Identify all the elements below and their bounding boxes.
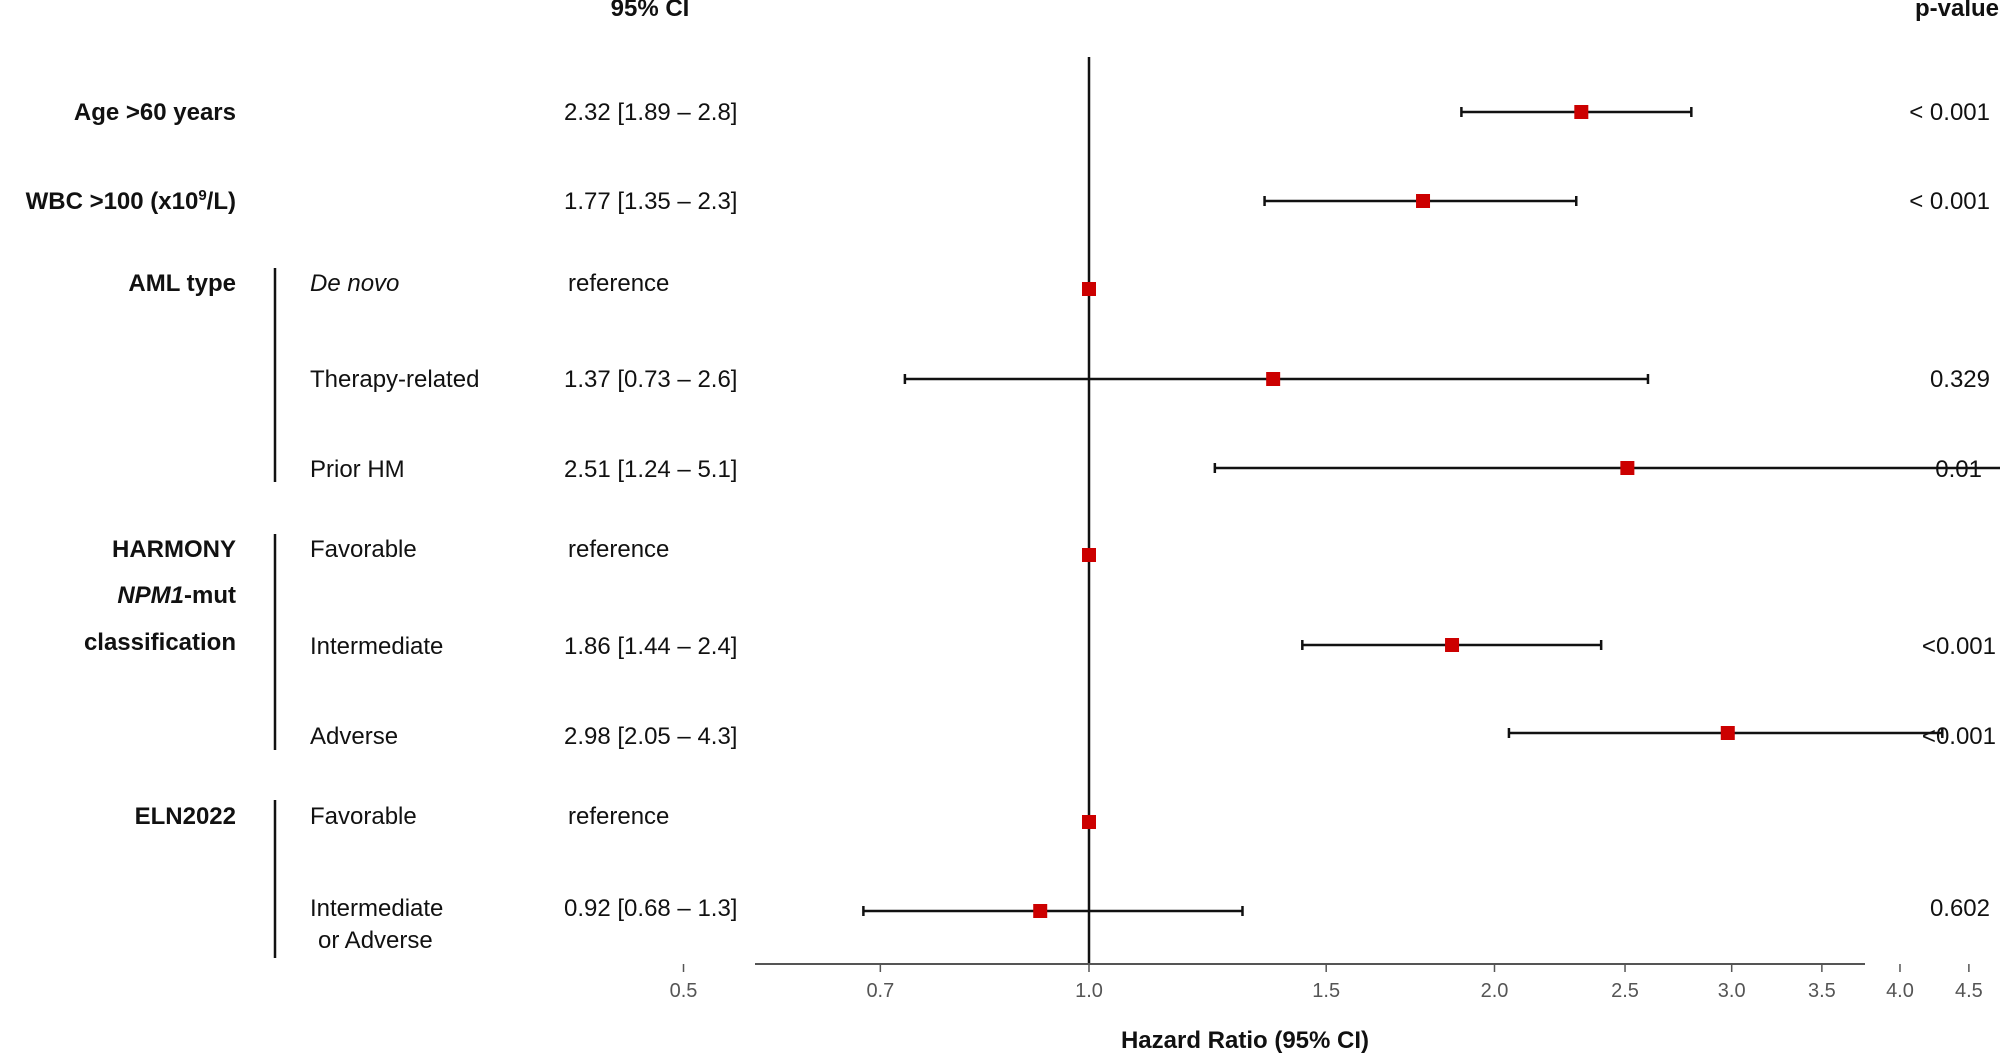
x-tick-label: 2.5: [1611, 980, 1639, 1002]
ci-text: 2.51 [1.24 – 5.1]: [564, 456, 737, 483]
x-tick-label: 3.5: [1808, 980, 1836, 1002]
ci-text: reference: [568, 803, 669, 830]
x-tick-label: 4.5: [1955, 980, 1983, 1002]
hr-point: [1620, 461, 1635, 475]
x-tick-label: 0.5: [670, 980, 698, 1002]
sub-label-eln-intermediate: Intermediate: [310, 895, 443, 922]
hr-point: [1082, 815, 1096, 829]
ci-text: 1.37 [0.73 – 2.6]: [564, 366, 737, 393]
group-label-harmony-npm1: NPM1-mut: [117, 582, 236, 609]
x-tick-label: 3.0: [1718, 980, 1746, 1002]
hr-point: [1266, 372, 1281, 386]
hr-point: [1416, 194, 1431, 208]
hr-point: [1033, 904, 1048, 918]
group-label-eln2022: ELN2022: [135, 803, 236, 830]
x-tick-label: 0.7: [866, 980, 894, 1002]
ci-text: 1.86 [1.44 – 2.4]: [564, 633, 737, 660]
ci-text: 2.98 [2.05 – 4.3]: [564, 723, 737, 750]
p-value: < 0.001: [1909, 188, 1990, 215]
sub-label-harmony-adverse: Adverse: [310, 723, 398, 750]
group-label-aml-type: AML type: [128, 270, 236, 297]
p-value: <0.001: [1922, 633, 1996, 660]
hr-point: [1082, 548, 1096, 562]
sub-label-harmony-favorable: Favorable: [310, 536, 417, 563]
ci-text: 0.92 [0.68 – 1.3]: [564, 895, 737, 922]
pvalue-header: p-value: [1915, 0, 1999, 22]
p-value: 0.329: [1930, 366, 1990, 393]
hr-point: [1720, 726, 1735, 740]
hr-point: [1082, 282, 1096, 296]
x-axis-title: Hazard Ratio (95% CI): [1121, 1027, 1369, 1054]
x-tick-label: 1.0: [1075, 980, 1103, 1002]
p-value: 0.01: [1935, 456, 1982, 483]
hr-point: [1574, 105, 1589, 119]
ci-text: reference: [568, 270, 669, 297]
sub-label-harmony-intermediate: Intermediate: [310, 633, 443, 660]
sub-label-therapy-related: Therapy-related: [310, 366, 479, 393]
sub-label-prior-hm: Prior HM: [310, 456, 405, 483]
ci-header: 95% CI: [611, 0, 690, 22]
p-value: < 0.001: [1909, 99, 1990, 126]
sub-label-eln-or-adverse: or Adverse: [318, 927, 433, 954]
p-value: 0.602: [1930, 895, 1990, 922]
ci-text: 2.32 [1.89 – 2.8]: [564, 99, 737, 126]
hr-point: [1445, 638, 1460, 652]
plot-area: 0.50.71.01.52.02.53.03.54.04.55.05.5: [670, 57, 2000, 1002]
group-label-harmony: HARMONY: [112, 536, 236, 563]
x-tick-label: 2.0: [1481, 980, 1509, 1002]
sub-label-de-novo: De novo: [310, 270, 399, 297]
ci-text: reference: [568, 536, 669, 563]
sub-label-eln-favorable: Favorable: [310, 803, 417, 830]
group-label-wbc: WBC >100 (x109/L): [26, 187, 236, 215]
group-label-harmony-classification: classification: [84, 629, 236, 656]
x-tick-label: 1.5: [1312, 980, 1340, 1002]
x-tick-label: 4.0: [1886, 980, 1914, 1002]
p-value: <0.001: [1922, 723, 1996, 750]
ci-text: 1.77 [1.35 – 2.3]: [564, 188, 737, 215]
group-label-age: Age >60 years: [74, 99, 236, 126]
